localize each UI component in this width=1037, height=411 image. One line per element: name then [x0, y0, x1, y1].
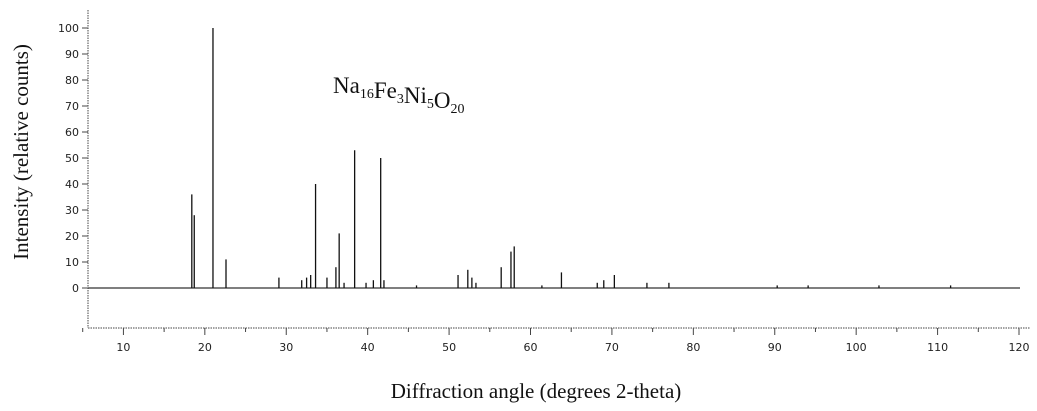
y-tick-label: 50 — [65, 152, 79, 165]
y-tick-label: 70 — [65, 100, 79, 113]
formula-element: Na — [333, 73, 360, 98]
x-axis-ticks: 10 20 30 40 50 60 70 80 90 100 110 120 — [83, 328, 1030, 354]
x-axis-title: Diffraction angle (degrees 2-theta) — [391, 379, 682, 403]
formula-element: O — [434, 88, 451, 113]
y-tick-label: 0 — [72, 282, 79, 295]
x-tick-label: 40 — [361, 341, 375, 354]
compound-formula: Na16Fe3Ni5O20 — [333, 73, 464, 117]
x-tick-label: 60 — [524, 341, 538, 354]
formula-subscript: 20 — [450, 102, 464, 117]
axes-frame — [88, 10, 1030, 328]
formula-element: Fe — [374, 78, 397, 103]
y-axis-title: Intensity (relative counts) — [9, 44, 33, 260]
x-tick-label: 30 — [279, 341, 293, 354]
x-tick-label: 20 — [198, 341, 212, 354]
y-tick-label: 80 — [65, 74, 79, 87]
y-tick-label: 20 — [65, 230, 79, 243]
diffraction-peaks — [192, 28, 951, 288]
y-tick-label: 60 — [65, 126, 79, 139]
y-tick-label: 10 — [65, 256, 79, 269]
y-tick-label: 40 — [65, 178, 79, 191]
y-axis-ticks: 0 10 20 30 40 50 60 70 80 90 100 — [58, 22, 88, 295]
y-tick-label: 30 — [65, 204, 79, 217]
formula-subscript: 3 — [397, 92, 404, 107]
x-tick-label: 70 — [605, 341, 619, 354]
x-tick-label: 10 — [116, 341, 130, 354]
x-tick-label: 80 — [686, 341, 700, 354]
y-tick-label: 100 — [58, 22, 79, 35]
formula-subscript: 5 — [427, 97, 434, 112]
x-tick-label: 90 — [768, 341, 782, 354]
formula-element: Ni — [404, 83, 427, 108]
y-tick-label: 90 — [65, 48, 79, 61]
x-tick-label: 120 — [1009, 341, 1030, 354]
x-tick-label: 110 — [927, 341, 948, 354]
x-tick-label: 50 — [442, 341, 456, 354]
x-tick-label: 100 — [846, 341, 867, 354]
formula-subscript: 16 — [360, 87, 374, 102]
